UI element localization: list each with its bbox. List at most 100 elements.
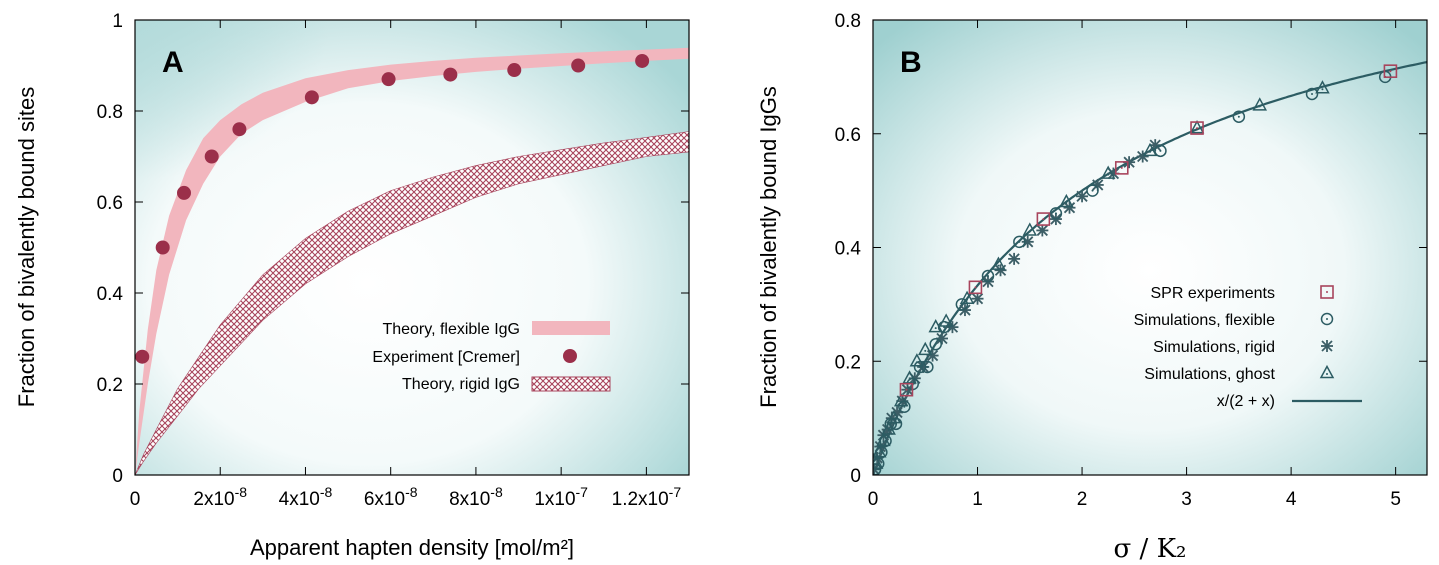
experiment-point (635, 53, 650, 68)
x-axis-label-a: Apparent hapten density [mol/m²] (250, 535, 574, 560)
point-simulations-ghost-dot (1258, 105, 1261, 108)
point-simulations-rigid (1136, 150, 1149, 163)
point-simulations-ghost (886, 410, 902, 424)
point-simulations-rigid (1076, 190, 1089, 203)
point-simulations-flexible-dot (1237, 115, 1240, 118)
y-tick-label-a: 0.2 (97, 375, 123, 396)
point-simulations-ghost (1022, 222, 1038, 236)
y-tick-label-a: 0.4 (97, 284, 124, 305)
point-simulations-ghost-dot (882, 440, 885, 443)
band-rigid-igg (135, 131, 689, 475)
axes-frame-a (134, 19, 690, 476)
point-simulations-ghost (881, 421, 896, 435)
point-simulations-rigid (1008, 252, 1021, 265)
point-simulations-ghost-dot (878, 452, 881, 455)
legend-label-fit-curve: x/(2 + x) (1217, 393, 1275, 410)
y-axis-label-a: Fraction of bivalently bound sites (14, 87, 39, 407)
point-simulations-ghost (876, 432, 891, 447)
y-tick-label-b: 0.8 (835, 11, 861, 32)
point-simulations-ghost (1059, 193, 1074, 208)
point-simulations-ghost-dot (900, 401, 903, 404)
point-simulations-ghost-dot (1107, 173, 1110, 176)
ticks-b: 0 1 2 3 4 5 0 0.2 0.4 0.6 0.8 (835, 11, 1427, 510)
point-spr-experiments (1190, 121, 1204, 135)
point-simulations-ghost (873, 444, 887, 458)
point-simulations-ghost (909, 353, 925, 367)
point-simulations-rigid (971, 292, 984, 305)
point-simulations-ghost-dot (924, 349, 927, 352)
point-simulations-ghost-dot (887, 429, 890, 432)
point-spr-experiments (968, 280, 983, 295)
point-simulations-ghost-dot (934, 327, 937, 330)
point-simulations-flexible-dot (986, 274, 989, 277)
point-simulations-ghost-dot (945, 321, 948, 324)
point-simulations-flexible (1013, 235, 1026, 249)
legend-label-sim-flexible: Simulations, flexible (1134, 312, 1276, 329)
point-simulations-flexible (1049, 207, 1063, 220)
point-simulations-rigid (901, 383, 914, 396)
point-simulations-ghost (1142, 142, 1158, 157)
x-tick-label-b: 4 (1286, 489, 1297, 510)
point-simulations-ghost (1100, 165, 1116, 179)
x-tick-label-a: 8x10-8 (449, 484, 503, 510)
experiment-point (177, 185, 192, 200)
point-spr-experiments (1383, 64, 1398, 78)
legend-marker-triangle-dot (1326, 373, 1328, 375)
point-simulations-rigid (935, 332, 948, 345)
point-simulations-flexible-dot (1018, 240, 1021, 243)
y-tick-label-a: 0.8 (97, 102, 123, 123)
legend-marker-square-dot (1326, 291, 1328, 293)
point-simulations-flexible (1232, 110, 1246, 123)
point-simulations-ghost (991, 256, 1006, 270)
plot-area-a-glow (135, 20, 689, 475)
experiment-point (304, 90, 319, 105)
point-simulations-ghost-dot (908, 378, 911, 381)
legend-marker-square (1320, 285, 1334, 299)
y-tick-label-b: 0.2 (835, 352, 861, 373)
point-simulations-rigid (1063, 201, 1076, 214)
point-simulations-ghost (1189, 119, 1205, 134)
experiment-point (204, 149, 219, 164)
x-axis-label-b: σ / K₂ (1114, 534, 1187, 564)
point-spr-experiments-dot (1196, 127, 1199, 130)
point-simulations-ghost-dot (1065, 202, 1068, 204)
x-tick-label-b: 1 (972, 489, 983, 510)
y-tick-label-b: 0.6 (835, 125, 861, 146)
point-simulations-ghost (1315, 80, 1330, 94)
point-simulations-ghost (1252, 97, 1268, 111)
x-tick-label-b: 2 (1077, 489, 1088, 510)
legend-marker-experiment (563, 349, 577, 363)
point-simulations-ghost (893, 392, 909, 407)
experiment-point (571, 58, 586, 73)
legend-b: SPR experiments Simulations, flexible Si… (1134, 285, 1362, 410)
point-spr-experiments (1036, 212, 1051, 226)
point-simulations-flexible (1305, 87, 1319, 101)
point-spr-experiments (899, 382, 914, 397)
bands-a (135, 47, 689, 475)
point-simulations-flexible-dot (926, 365, 929, 368)
legend-label-sim-rigid: Simulations, rigid (1153, 339, 1275, 356)
point-simulations-flexible (889, 417, 903, 431)
legend-a: Theory, flexible IgG Experiment [Cremer]… (372, 321, 611, 393)
point-simulations-flexible (873, 457, 885, 470)
point-spr-experiments-dot (1042, 218, 1045, 221)
legend-label-spr: SPR experiments (1151, 285, 1276, 302)
experiment-point (135, 349, 150, 364)
legend-marker-circle-dot (1326, 318, 1328, 320)
point-spr-experiments (1114, 161, 1129, 175)
point-simulations-ghost-dot (1028, 230, 1031, 233)
x-tick-label-b: 3 (1181, 489, 1192, 510)
point-simulations-flexible (981, 269, 995, 283)
point-simulations-ghost-dot (892, 418, 895, 421)
point-spr-experiments-dot (1120, 166, 1123, 169)
x-tick-label-b: 5 (1390, 489, 1401, 510)
point-simulations-ghost-dot (997, 264, 1000, 267)
panel-a: 0 2x10-8 4x10-8 6x10-8 8x10-8 1x10-7 1.2x10-7 0… (14, 11, 690, 560)
experiment-point (381, 72, 396, 87)
experiment-point (507, 63, 522, 78)
panel-b: 0 1 2 3 4 5 0 0.2 0.4 0.6 0.8 B σ / K₂ Fraction of… (756, 11, 1428, 564)
point-simulations-rigid (1123, 156, 1136, 169)
point-simulations-ghost (938, 313, 954, 327)
x-tick-label-a: 1.2x10-7 (612, 484, 682, 510)
